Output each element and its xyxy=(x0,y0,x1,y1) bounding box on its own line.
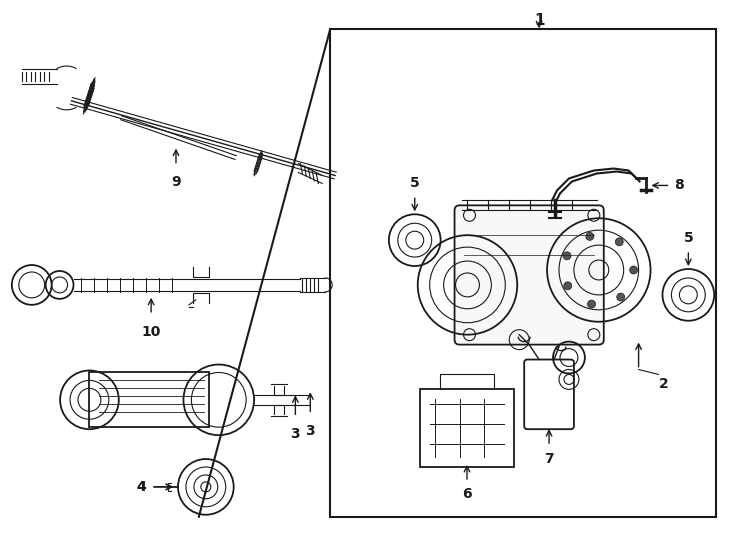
Circle shape xyxy=(563,252,571,260)
Text: 9: 9 xyxy=(171,176,181,190)
Text: 4: 4 xyxy=(137,480,146,494)
Text: 10: 10 xyxy=(142,325,161,339)
Circle shape xyxy=(564,282,572,290)
Text: 7: 7 xyxy=(544,452,554,466)
Circle shape xyxy=(617,293,625,301)
Bar xyxy=(420,389,515,467)
Text: 4: 4 xyxy=(137,480,146,494)
Text: 6: 6 xyxy=(462,487,472,501)
Text: 3: 3 xyxy=(291,427,300,441)
Text: 5: 5 xyxy=(683,231,693,245)
Bar xyxy=(90,373,208,427)
Circle shape xyxy=(588,300,595,308)
Circle shape xyxy=(586,232,594,240)
Text: 8: 8 xyxy=(675,178,684,192)
Text: 1: 1 xyxy=(534,14,545,28)
Text: 3: 3 xyxy=(305,424,315,438)
Text: 2: 2 xyxy=(658,377,668,392)
Bar xyxy=(330,29,716,517)
FancyBboxPatch shape xyxy=(454,205,604,345)
Circle shape xyxy=(615,238,623,246)
Text: 5: 5 xyxy=(410,177,420,191)
Circle shape xyxy=(630,266,638,274)
